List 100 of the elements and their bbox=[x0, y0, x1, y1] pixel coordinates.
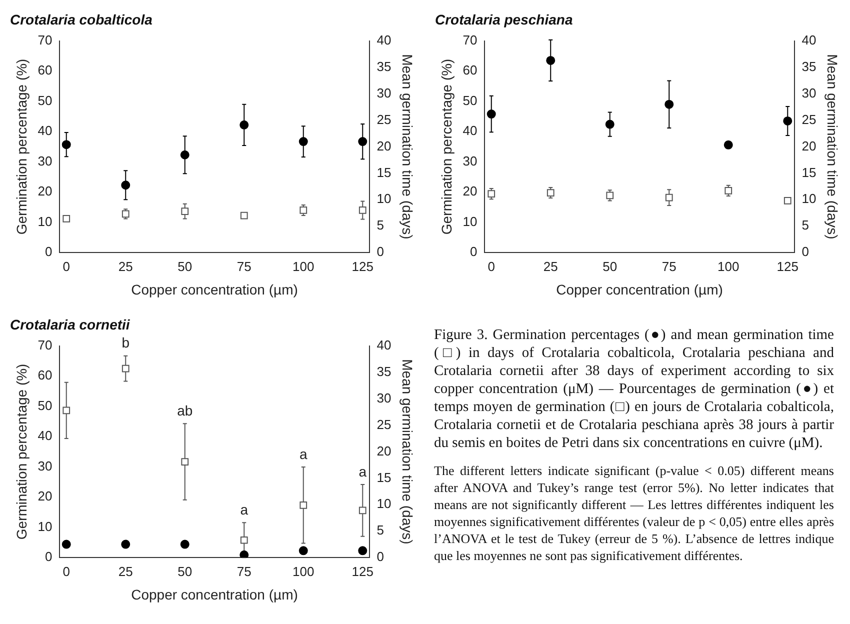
y2-tick-label: 0 bbox=[802, 244, 809, 260]
y-tick-label: 70 bbox=[462, 32, 478, 48]
x-axis-title: Copper concentration (µm) bbox=[131, 586, 298, 602]
annotation: a bbox=[299, 446, 308, 462]
point bbox=[784, 197, 792, 204]
x-tick-label: 125 bbox=[352, 258, 374, 274]
y-axis-title: Germination percentage (%) bbox=[13, 58, 30, 235]
y-tick-label: 40 bbox=[462, 123, 478, 138]
y2-tick-label: 15 bbox=[802, 164, 816, 180]
y2-tick-label: 15 bbox=[376, 470, 392, 485]
annotation: ab bbox=[177, 402, 193, 418]
y2-axis-title: Mean germination time (days) bbox=[824, 54, 841, 240]
chart-title: Crotalaria cobalticola bbox=[10, 11, 153, 28]
x-tick-label: 100 bbox=[718, 258, 740, 274]
point bbox=[298, 137, 308, 146]
caption: Figure 3. Germination percentages (●) and mean germination time (□) in days of Crotalaria cobalticola, Crotalaria peschiana and Crotalaria cornetii after 38 days of experiment according to six copper concentration (μM) — Pourcentages de germination (●) et temps moyen de germination (□) en jours de Crotalaria cobalticola, Crotalaria cornetii et de Crotalaria peschiana après 38 jours à partir du semis en boites de Petri dans six concentrations en cuivre (μM). bbox=[434, 326, 834, 452]
y-tick-label: 20 bbox=[462, 184, 478, 199]
x-axis-title: Copper concentration (µm) bbox=[556, 281, 723, 298]
y2-tick-label: 25 bbox=[376, 112, 392, 127]
x-tick-label: 75 bbox=[236, 564, 252, 579]
y2-axis-title: Mean germination time (days) bbox=[400, 359, 416, 544]
y-tick-label: 60 bbox=[38, 62, 52, 78]
x-tick-label: 50 bbox=[602, 258, 618, 274]
y-tick-label: 30 bbox=[462, 153, 478, 168]
y-tick-label: 30 bbox=[38, 458, 52, 474]
x-axis-title: Copper concentration (µm) bbox=[131, 281, 298, 298]
y-tick-label: 30 bbox=[38, 153, 52, 168]
point bbox=[240, 120, 249, 130]
y2-tick-label: 40 bbox=[376, 337, 392, 352]
point bbox=[240, 212, 248, 220]
y-tick-label: 40 bbox=[38, 428, 52, 444]
x-tick-label: 25 bbox=[118, 564, 133, 579]
point bbox=[300, 502, 308, 509]
x-tick-label: 75 bbox=[662, 258, 676, 274]
point bbox=[664, 100, 674, 109]
point bbox=[240, 536, 248, 544]
y2-tick-label: 30 bbox=[376, 85, 392, 100]
x-tick-label: 75 bbox=[236, 258, 252, 274]
y2-tick-label: 5 bbox=[376, 218, 384, 233]
y2-tick-label: 35 bbox=[376, 364, 392, 379]
y2-tick-label: 35 bbox=[802, 58, 816, 74]
y-tick-label: 60 bbox=[462, 62, 478, 78]
y-tick-label: 70 bbox=[38, 337, 52, 352]
x-tick-label: 0 bbox=[62, 258, 70, 274]
y2-tick-label: 20 bbox=[802, 138, 816, 154]
point bbox=[180, 150, 190, 160]
y2-tick-label: 20 bbox=[376, 443, 392, 458]
point bbox=[122, 364, 130, 372]
y2-tick-label: 0 bbox=[376, 549, 384, 564]
y-tick-label: 0 bbox=[470, 244, 478, 260]
y-axis-title: Germination percentage (%) bbox=[13, 364, 30, 540]
x-tick-label: 50 bbox=[178, 564, 192, 579]
point bbox=[62, 406, 70, 414]
y-tick-label: 20 bbox=[38, 488, 52, 504]
point bbox=[546, 56, 556, 65]
y-tick-label: 60 bbox=[38, 368, 52, 383]
y2-tick-label: 5 bbox=[376, 522, 384, 538]
y2-tick-label: 30 bbox=[376, 390, 392, 406]
x-tick-label: 0 bbox=[62, 564, 70, 579]
y2-tick-label: 10 bbox=[376, 191, 392, 206]
annotation: b bbox=[122, 334, 130, 351]
x-tick-label: 25 bbox=[543, 258, 558, 274]
x-tick-label: 100 bbox=[292, 258, 314, 274]
y-tick-label: 20 bbox=[38, 184, 52, 199]
y2-tick-label: 20 bbox=[376, 138, 392, 154]
x-tick-label: 125 bbox=[776, 258, 798, 274]
text: The different letters indicate significant (p-value < 0.05) different means after ANOVA and Tukey’s range test (error 5%). No letter indicates that means are not significantly different — Les lettres différentes indiquent les moyennes significativement différentes (valeur de p < 0,05) entre elles après l’ANOVA et le test de Tukey (erreur de 5 %). L’absence de lettres indique que les moyennes ne sont pas significativement différentes. bbox=[434, 462, 834, 564]
point bbox=[605, 120, 614, 129]
y2-tick-label: 40 bbox=[376, 32, 392, 48]
point bbox=[783, 116, 792, 126]
chart-title: Crotalaria peschiana bbox=[435, 11, 573, 28]
point bbox=[486, 110, 496, 119]
x-tick-label: 50 bbox=[178, 258, 192, 274]
point bbox=[665, 194, 673, 202]
y2-tick-label: 25 bbox=[802, 112, 816, 127]
y-tick-label: 50 bbox=[38, 92, 52, 108]
point bbox=[300, 206, 308, 214]
point bbox=[358, 506, 366, 514]
y-tick-label: 70 bbox=[38, 32, 52, 48]
point bbox=[181, 208, 189, 215]
point bbox=[358, 206, 366, 214]
y2-tick-label: 25 bbox=[376, 416, 392, 432]
y2-tick-label: 10 bbox=[376, 496, 392, 512]
point bbox=[724, 140, 733, 150]
annotation: a bbox=[240, 502, 248, 518]
y2-axis-title: Mean germination time (days) bbox=[400, 54, 416, 240]
y-tick-label: 10 bbox=[462, 214, 478, 229]
y2-tick-label: 30 bbox=[802, 85, 816, 100]
y-tick-label: 50 bbox=[462, 92, 478, 108]
x-tick-label: 0 bbox=[488, 258, 495, 274]
y2-tick-label: 10 bbox=[802, 191, 816, 206]
annotation: a bbox=[358, 463, 367, 480]
point bbox=[181, 458, 189, 466]
x-tick-label: 25 bbox=[118, 258, 133, 274]
point bbox=[546, 189, 554, 196]
y-axis-title: Germination percentage (%) bbox=[438, 58, 454, 235]
point bbox=[358, 137, 368, 146]
y2-tick-label: 0 bbox=[376, 244, 384, 260]
x-tick-label: 125 bbox=[352, 564, 374, 579]
point bbox=[121, 180, 130, 190]
